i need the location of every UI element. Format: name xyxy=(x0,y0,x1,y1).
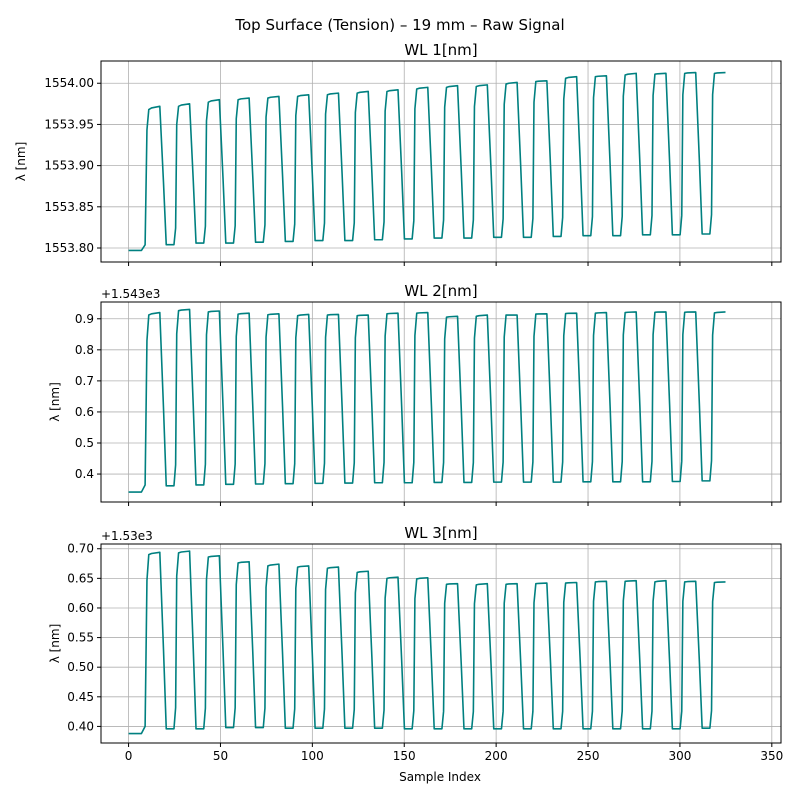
wl3-xtick-label-7: 350 xyxy=(760,749,783,763)
wl3-xtick-label-6: 300 xyxy=(668,749,691,763)
wl3-ytick-label-6: 0.70 xyxy=(67,542,94,556)
wl2-axes-frame xyxy=(100,301,782,503)
wl3-title: WL 3[nm] xyxy=(404,524,477,542)
wl3-ytick-label-3: 0.55 xyxy=(67,631,94,645)
wl3-ytick-label-4: 0.60 xyxy=(67,601,94,615)
wl2-ytick-label-2: 0.6 xyxy=(75,405,94,419)
wl1-ytick-label-2: 1553.90 xyxy=(44,159,94,173)
figure-suptitle: Top Surface (Tension) – 19 mm – Raw Sign… xyxy=(234,16,564,34)
wl3-series-line xyxy=(128,550,726,735)
x-axis-label: Sample Index xyxy=(399,770,481,784)
wl1-ytick-label-4: 1554.00 xyxy=(44,76,94,90)
wl3-xtick-label-0: 0 xyxy=(125,749,133,763)
wl1-ytick-label-1: 1553.85 xyxy=(44,200,94,214)
wl3-ytick-label-0: 0.40 xyxy=(67,719,94,733)
wl3-xtick-label-5: 250 xyxy=(577,749,600,763)
wl2-title: WL 2[nm] xyxy=(404,282,477,300)
wl3-panel: 0 50 100 150 200 250 300 350 0.40 0.45 0.50 0.55 0.6… xyxy=(48,524,783,763)
wl1-panel: 1553.80 1553.85 1553.90 1553.95 1554.00 WL 1[… xyxy=(14,41,782,266)
wl1-ytick-label-3: 1553.95 xyxy=(44,117,94,131)
wl2-ytick-label-3: 0.7 xyxy=(75,374,94,388)
wl3-xtick-label-1: 50 xyxy=(213,749,228,763)
wl2-ytick-label-5: 0.9 xyxy=(75,312,94,326)
wl2-ytick-label-0: 0.4 xyxy=(75,467,94,481)
wl3-xtick-label-4: 200 xyxy=(485,749,508,763)
wl3-offset-text: +1.53e3 xyxy=(101,529,153,543)
wl1-axes-frame xyxy=(100,60,782,263)
wl2-ytick-label-4: 0.8 xyxy=(75,343,94,357)
wl1-title: WL 1[nm] xyxy=(404,41,477,59)
wl3-ytick-label-2: 0.50 xyxy=(67,660,94,674)
wl3-xtick-label-3: 150 xyxy=(393,749,416,763)
wl3-xtick-label-2: 100 xyxy=(301,749,324,763)
wl1-ytick-label-0: 1553.80 xyxy=(44,241,94,255)
wl3-y-axis-label: λ [nm] xyxy=(48,624,62,664)
wl2-y-axis-label: λ [nm] xyxy=(48,382,62,422)
wl3-ytick-label-1: 0.45 xyxy=(67,690,94,704)
wl3-ytick-label-5: 0.65 xyxy=(67,571,94,585)
wl3-axes-frame xyxy=(100,543,782,744)
wl1-y-axis-label: λ [nm] xyxy=(14,142,28,182)
wl2-panel: 0.4 0.5 0.6 0.7 0.8 0.9 WL 2[nm] +1.543e3 λ [nm] xyxy=(48,282,782,506)
wl1-series-line xyxy=(128,71,726,252)
wl2-ytick-label-1: 0.5 xyxy=(75,436,94,450)
wl2-offset-text: +1.543e3 xyxy=(101,287,160,301)
wl2-series-line xyxy=(128,308,726,493)
